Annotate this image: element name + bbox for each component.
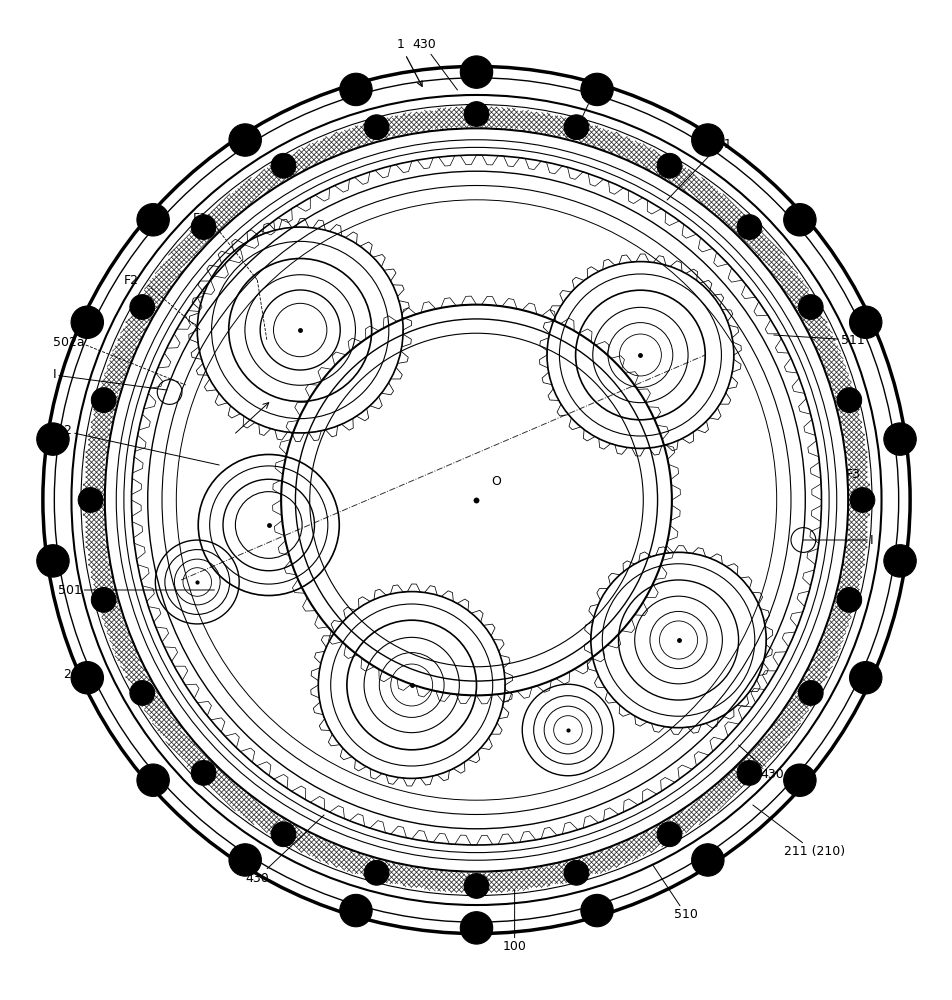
- Circle shape: [91, 588, 116, 612]
- Circle shape: [364, 860, 388, 885]
- Text: I: I: [52, 368, 167, 390]
- Circle shape: [736, 215, 761, 239]
- Text: 511: 511: [773, 334, 863, 347]
- Text: 522: 522: [573, 89, 604, 135]
- Circle shape: [798, 681, 823, 705]
- Circle shape: [228, 124, 261, 156]
- Text: O: O: [491, 475, 501, 488]
- Circle shape: [340, 73, 372, 106]
- Circle shape: [836, 388, 861, 412]
- Circle shape: [848, 662, 881, 694]
- Circle shape: [71, 306, 104, 338]
- Circle shape: [464, 874, 488, 898]
- Circle shape: [883, 423, 915, 455]
- Circle shape: [137, 204, 169, 236]
- Circle shape: [71, 662, 104, 694]
- Circle shape: [580, 73, 612, 106]
- Circle shape: [460, 912, 492, 944]
- Text: 430: 430: [246, 815, 324, 884]
- Circle shape: [129, 681, 154, 705]
- Text: 1: 1: [396, 38, 422, 86]
- Circle shape: [191, 761, 216, 785]
- Circle shape: [691, 844, 724, 876]
- Circle shape: [364, 115, 388, 140]
- Text: F2: F2: [124, 273, 139, 286]
- Circle shape: [564, 860, 588, 885]
- Circle shape: [460, 56, 492, 88]
- Text: 20: 20: [64, 668, 79, 682]
- Text: 430: 430: [412, 38, 457, 90]
- Circle shape: [37, 545, 69, 577]
- Text: 502: 502: [48, 424, 219, 465]
- Circle shape: [883, 545, 915, 577]
- Text: 510: 510: [652, 865, 698, 922]
- Circle shape: [464, 102, 488, 126]
- Circle shape: [91, 388, 116, 412]
- Circle shape: [783, 764, 815, 796]
- Text: 211 (210): 211 (210): [752, 805, 844, 858]
- Circle shape: [580, 894, 612, 927]
- Circle shape: [129, 295, 154, 319]
- Circle shape: [228, 844, 261, 876]
- Circle shape: [78, 488, 103, 512]
- Text: 430: 430: [738, 745, 783, 782]
- Circle shape: [783, 204, 815, 236]
- Text: F1: F1: [192, 212, 208, 225]
- Circle shape: [191, 215, 216, 239]
- Text: 502a: 502a: [52, 336, 85, 349]
- Circle shape: [798, 295, 823, 319]
- Circle shape: [270, 822, 295, 847]
- Text: 100: 100: [502, 890, 526, 954]
- Circle shape: [691, 124, 724, 156]
- Circle shape: [849, 488, 874, 512]
- Circle shape: [270, 153, 295, 178]
- Text: 521: 521: [666, 138, 730, 200]
- Text: 501: 501: [57, 584, 214, 596]
- Circle shape: [657, 153, 682, 178]
- Text: F3: F3: [844, 468, 860, 482]
- Circle shape: [836, 588, 861, 612]
- Circle shape: [340, 894, 372, 927]
- Circle shape: [736, 761, 761, 785]
- Circle shape: [848, 306, 881, 338]
- Circle shape: [137, 764, 169, 796]
- Circle shape: [656, 822, 681, 847]
- Circle shape: [564, 115, 588, 140]
- Text: I: I: [803, 534, 873, 546]
- Circle shape: [37, 423, 69, 455]
